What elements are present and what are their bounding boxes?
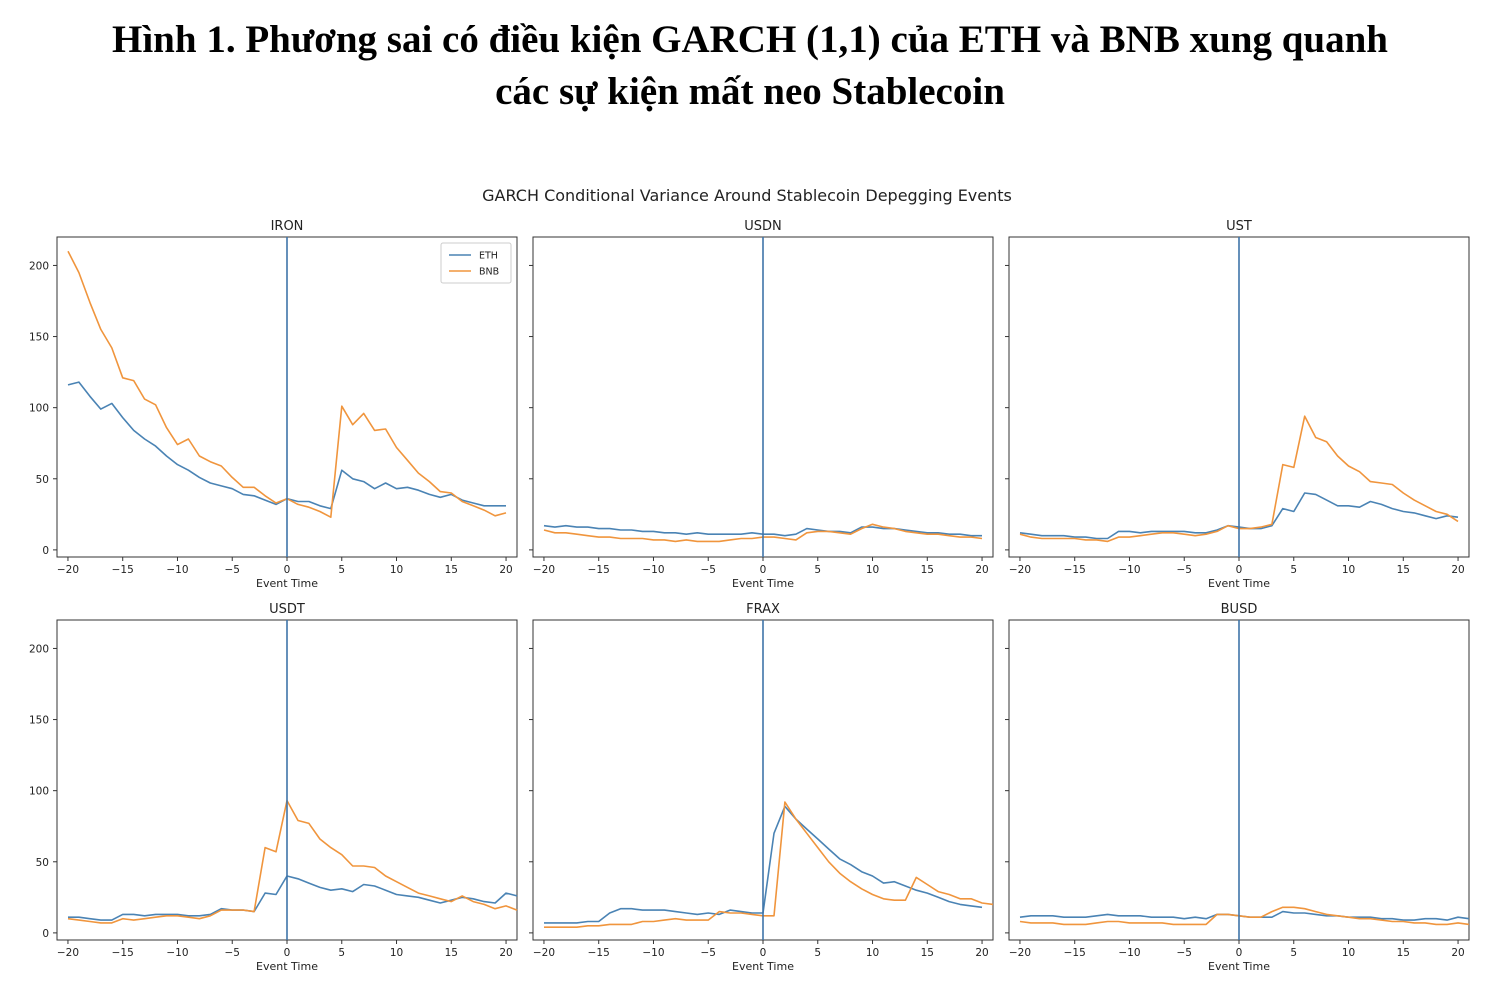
panel-busd: BUSD −20 −15 −10 −5 0 5 10 15 20 Event Time	[1005, 602, 1470, 973]
caption-line-2: các sự kiện mất neo Stablecoin	[495, 70, 1005, 113]
y-tick-label: 200	[29, 643, 49, 655]
x-tick-label: 0	[1236, 564, 1243, 576]
x-tick-label: 0	[284, 947, 291, 959]
x-axis-label: Event Time	[1208, 960, 1270, 973]
panel-title: USDN	[744, 219, 782, 234]
x-axis-label: Event Time	[732, 960, 794, 973]
panel-title: USDT	[269, 602, 305, 617]
legend-label-bnb: BNB	[479, 267, 499, 278]
y-tick-label: 150	[29, 715, 49, 727]
x-tick-label: 5	[1290, 564, 1297, 576]
x-tick-label: 5	[1290, 947, 1297, 959]
y-tick-label: 50	[36, 474, 49, 486]
x-tick-label: 20	[499, 564, 512, 576]
panel-title: FRAX	[746, 602, 780, 617]
y-tick-label: 0	[42, 545, 49, 557]
x-tick-label: 5	[814, 947, 821, 959]
x-tick-label: −20	[1009, 947, 1031, 959]
x-tick-label: 20	[1451, 564, 1464, 576]
y-tick-label: 50	[36, 857, 49, 869]
x-tick-label: 15	[1397, 564, 1410, 576]
x-axis-label: Event Time	[256, 960, 318, 973]
x-tick-label: 0	[284, 564, 291, 576]
x-tick-label: −20	[57, 947, 79, 959]
x-tick-label: 15	[921, 947, 934, 959]
x-tick-label: 15	[921, 564, 934, 576]
x-tick-label: −15	[1064, 947, 1086, 959]
caption-line-1: Hình 1. Phương sai có điều kiện GARCH (1…	[112, 18, 1388, 61]
x-tick-label: 10	[866, 564, 879, 576]
x-tick-label: −5	[700, 947, 715, 959]
x-axis-label: Event Time	[732, 577, 794, 590]
x-tick-label: −15	[112, 947, 134, 959]
x-tick-label: −15	[112, 564, 134, 576]
legend-label-eth: ETH	[479, 251, 498, 262]
x-tick-label: −5	[1176, 564, 1191, 576]
panel-usdn: USDN −20 −15 −10 −5 0 5 10 15 20 Event Time	[529, 219, 994, 590]
x-tick-label: 20	[499, 947, 512, 959]
x-tick-label: 5	[338, 947, 345, 959]
panel-title: UST	[1226, 219, 1252, 234]
x-tick-label: 0	[1236, 947, 1243, 959]
x-tick-label: 10	[866, 947, 879, 959]
x-tick-label: −20	[533, 947, 555, 959]
x-axis-label: Event Time	[1208, 577, 1270, 590]
y-tick-label: 150	[29, 332, 49, 344]
x-tick-label: −10	[166, 947, 188, 959]
x-tick-label: −10	[1118, 564, 1140, 576]
x-tick-label: −10	[1118, 947, 1140, 959]
panel-frax: FRAX −20 −15 −10 −5 0 5 10 15 20 Event Time	[529, 602, 994, 973]
x-tick-label: −10	[642, 564, 664, 576]
x-tick-label: −20	[57, 564, 79, 576]
legend: ETH BNB	[440, 242, 512, 284]
x-tick-label: 5	[814, 564, 821, 576]
series-line-eth	[68, 875, 518, 921]
x-tick-label: −10	[166, 564, 188, 576]
x-tick-label: 20	[1451, 947, 1464, 959]
x-tick-label: −15	[1064, 564, 1086, 576]
x-tick-label: −10	[642, 947, 664, 959]
panel-title: IRON	[271, 219, 304, 234]
y-tick-label: 100	[29, 403, 49, 415]
x-axis-label: Event Time	[256, 577, 318, 590]
x-tick-label: −20	[1009, 564, 1031, 576]
x-tick-label: 10	[1342, 947, 1355, 959]
y-tick-label: 100	[29, 786, 49, 798]
x-tick-label: 15	[445, 564, 458, 576]
y-tick-label: 200	[29, 260, 49, 272]
x-tick-label: 20	[975, 564, 988, 576]
x-tick-label: 0	[760, 947, 767, 959]
series-line-bnb	[544, 801, 994, 929]
x-tick-label: 10	[390, 947, 403, 959]
x-tick-label: −15	[588, 564, 610, 576]
x-tick-label: 5	[338, 564, 345, 576]
x-tick-label: 15	[1397, 947, 1410, 959]
x-tick-label: −5	[224, 564, 239, 576]
x-tick-label: −15	[588, 947, 610, 959]
panel-title: BUSD	[1221, 602, 1258, 617]
x-tick-label: 10	[390, 564, 403, 576]
legend-box	[440, 242, 512, 284]
x-tick-label: −5	[224, 947, 239, 959]
x-tick-label: 0	[760, 564, 767, 576]
x-tick-label: −5	[1176, 947, 1191, 959]
x-tick-label: 15	[445, 947, 458, 959]
series-line-bnb	[67, 799, 518, 924]
y-tick-label: 0	[42, 928, 49, 940]
chart-suptitle: GARCH Conditional Variance Around Stable…	[482, 186, 1012, 205]
x-tick-label: −20	[533, 564, 555, 576]
series-line-bnb	[1019, 906, 1470, 926]
x-tick-label: −5	[700, 564, 715, 576]
figure-caption: Hình 1. Phương sai có điều kiện GARCH (1…	[0, 14, 1500, 118]
x-tick-label: 20	[975, 947, 988, 959]
panel-ust: UST −20 −15 −10 −5 0 5 10 15 20 Event Time	[1005, 219, 1470, 590]
x-tick-label: 10	[1342, 564, 1355, 576]
